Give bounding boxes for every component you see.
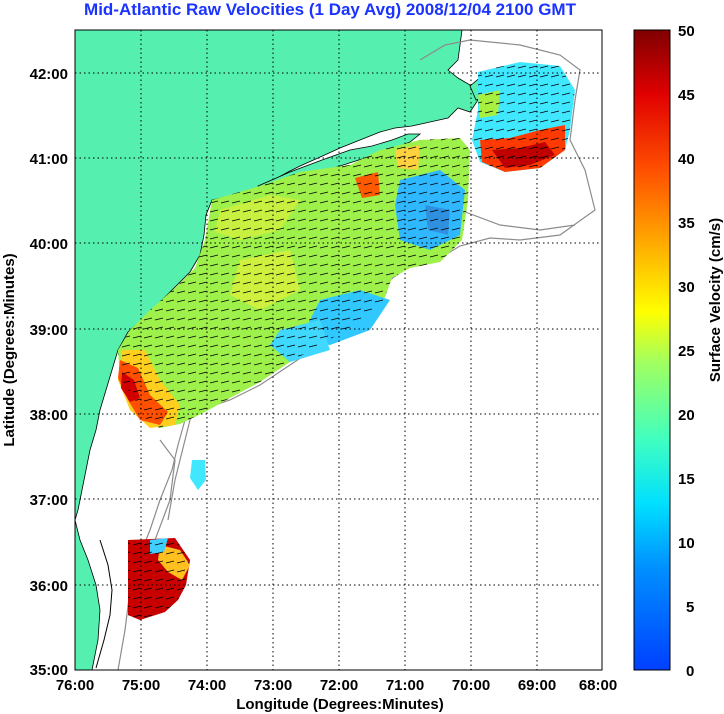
colorbar-tick-label: 30 xyxy=(678,279,695,296)
x-tick-label: 69:00 xyxy=(518,677,556,694)
x-tick-label: 68:00 xyxy=(579,677,617,694)
colorbar-tick-label: 15 xyxy=(678,471,695,488)
x-tick-label: 74:00 xyxy=(188,677,226,694)
x-tick-label: 72:00 xyxy=(320,677,358,694)
map-gridlines xyxy=(75,30,602,670)
y-axis-label: Latitude (Degrees:Minutes) xyxy=(1,253,18,446)
colorbar-label: Surface Velocity (cm/s) xyxy=(707,218,724,382)
colorbar-tick-label: 25 xyxy=(678,343,695,360)
y-axis-ticks: 42:00 41:00 40:00 39:00 38:00 37:00 36:0… xyxy=(30,66,68,679)
velocity-field-north xyxy=(472,62,575,172)
y-tick-label: 35:00 xyxy=(30,662,68,679)
plot-frame xyxy=(74,29,603,671)
y-tick-label: 42:00 xyxy=(30,66,68,83)
y-tick-label: 41:00 xyxy=(30,151,68,168)
x-tick-label: 71:00 xyxy=(386,677,424,694)
colorbar-tick-label: 10 xyxy=(678,535,695,552)
colorbar-tick-label: 5 xyxy=(686,599,694,616)
colorbar-ticks: 50 45 40 35 30 25 20 15 10 5 0 xyxy=(678,23,695,680)
x-tick-label: 70:00 xyxy=(452,677,490,694)
colorbar-tick-label: 35 xyxy=(678,215,695,232)
colorbar-tick-label: 40 xyxy=(678,151,695,168)
outer-banks xyxy=(95,539,113,669)
velocity-field-main xyxy=(118,138,470,428)
y-tick-label: 40:00 xyxy=(30,236,68,253)
y-tick-label: 36:00 xyxy=(30,578,68,595)
velocity-field-south xyxy=(128,460,206,620)
x-tick-label: 76:00 xyxy=(56,677,94,694)
colorbar-tick-label: 45 xyxy=(678,87,695,104)
x-tick-label: 73:00 xyxy=(254,677,292,694)
colorbar-tick-label: 0 xyxy=(686,663,694,680)
x-tick-label: 75:00 xyxy=(122,677,160,694)
colorbar xyxy=(633,29,671,671)
y-tick-label: 38:00 xyxy=(30,407,68,424)
x-axis-label: Longitude (Degrees:Minutes) xyxy=(236,696,444,713)
x-axis-ticks: 76:00 75:00 74:00 73:00 72:00 71:00 70:0… xyxy=(56,677,617,694)
delmarva-coast xyxy=(75,519,101,670)
y-tick-label: 39:00 xyxy=(30,322,68,339)
colorbar-tick-label: 20 xyxy=(678,407,695,424)
y-tick-label: 37:00 xyxy=(30,492,68,509)
map-title: Mid-Atlantic Raw Velocities (1 Day Avg) … xyxy=(84,0,576,19)
colorbar-tick-label: 50 xyxy=(678,23,695,40)
